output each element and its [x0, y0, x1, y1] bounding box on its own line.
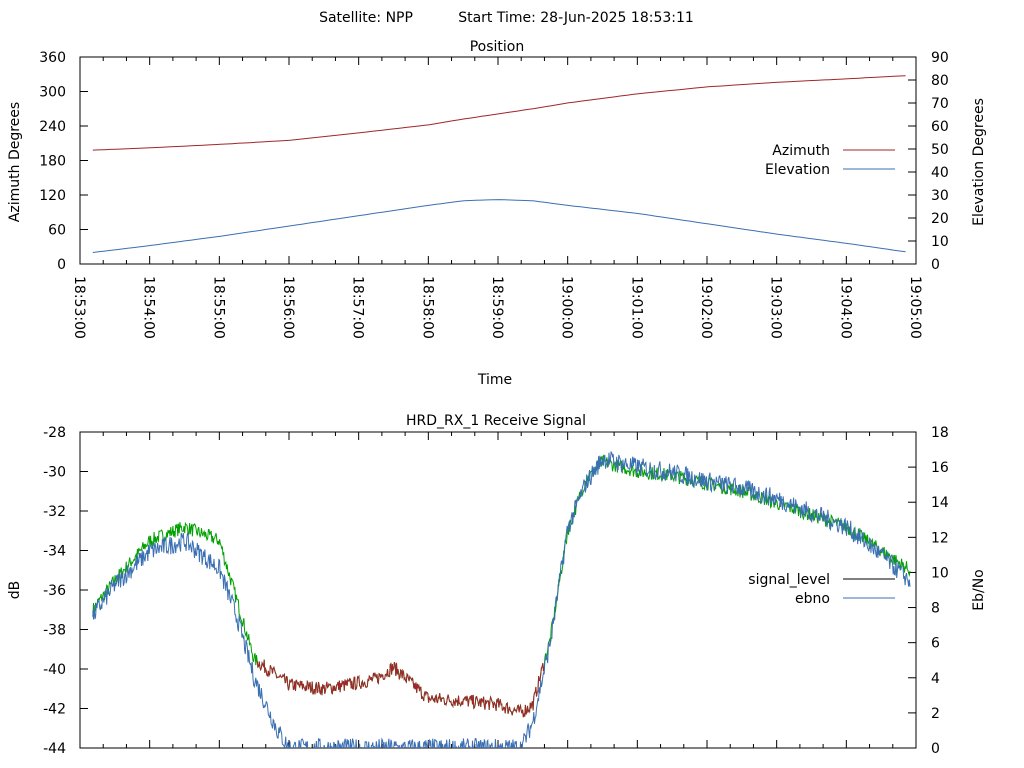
y2-tick-label: 2: [931, 706, 940, 722]
series-line-ebno: [92, 450, 911, 748]
signal-chart: HRD_RX_1 Receive Signal -44 -42 -40 -38 -36 -…: [7, 413, 987, 757]
y2-tick-label: 60: [931, 119, 949, 135]
x-tick-label: 18:59:00: [489, 276, 505, 339]
series-line-azimuth: [92, 75, 906, 151]
position-y-axis-label: Azimuth Degrees: [7, 102, 23, 222]
y2-tick-label: 16: [931, 460, 949, 476]
y2-tick-label: 6: [931, 636, 940, 652]
y-tick-label: -32: [43, 504, 66, 520]
y-tick-label: -38: [43, 623, 66, 639]
y2-tick-label: 80: [931, 73, 949, 89]
y2-tick-label: 18: [931, 425, 949, 441]
y-tick-label: -28: [43, 425, 66, 441]
series-line-elevation: [92, 199, 906, 253]
position-plot-area: [79, 56, 917, 265]
y2-tick-label: 14: [931, 495, 949, 511]
position-chart: Position 18:53:00 18:54:00 18:55:00 18:56:0…: [7, 39, 987, 388]
y2-tick-label: 50: [931, 142, 949, 158]
signal-y-axis-label: dB: [7, 581, 23, 600]
x-tick-label: 19:00:00: [559, 276, 575, 339]
signal-y2-axis-label: Eb/No: [971, 569, 987, 611]
legend-label: ebno: [795, 591, 830, 607]
y-tick-label: 120: [39, 188, 66, 204]
y-tick-label: -30: [43, 465, 66, 481]
y-tick-label: 360: [39, 50, 66, 66]
y-tick-label: -44: [43, 741, 66, 757]
x-tick-label: 19:01:00: [628, 276, 644, 339]
signal-chart-title: HRD_RX_1 Receive Signal: [406, 413, 586, 429]
x-tick-label: 19:03:00: [768, 276, 784, 339]
legend-label: signal_level: [748, 572, 830, 588]
y-tick-label: 60: [48, 223, 66, 239]
legend-label: Elevation: [765, 162, 830, 178]
y2-tick-label: 90: [931, 50, 949, 66]
y2-tick-label: 40: [931, 165, 949, 181]
x-tick-label: 19:04:00: [837, 276, 853, 339]
y2-tick-label: 4: [931, 671, 940, 687]
y2-tick-label: 10: [931, 234, 949, 250]
position-x-axis-label: Time: [477, 372, 512, 388]
y-tick-label: -40: [43, 662, 66, 678]
y-tick-label: -42: [43, 702, 66, 718]
start-time-label: Start Time: 28-Jun-2025 18:53:11: [458, 10, 694, 26]
y2-tick-label: 30: [931, 188, 949, 204]
y-tick-label: -36: [43, 583, 66, 599]
x-tick-label: 18:53:00: [71, 276, 87, 339]
x-tick-label: 18:55:00: [210, 276, 226, 339]
y-tick-label: 300: [39, 85, 66, 101]
legend-label: Azimuth: [772, 143, 830, 159]
y2-tick-label: 0: [931, 257, 940, 273]
satellite-label: Satellite: NPP: [319, 10, 413, 26]
position-chart-title: Position: [470, 39, 525, 55]
y2-tick-label: 0: [931, 741, 940, 757]
x-tick-label: 19:02:00: [698, 276, 714, 339]
y-tick-label: 0: [57, 257, 66, 273]
position-y2-axis-label: Elevation Degrees: [971, 98, 987, 226]
series-line-signal-level-weak: [256, 659, 545, 718]
x-tick-label: 18:58:00: [419, 276, 435, 339]
y2-tick-label: 10: [931, 565, 949, 581]
x-tick-label: 18:57:00: [350, 276, 366, 339]
x-tick-label: 19:05:00: [907, 276, 923, 339]
y-tick-label: 240: [39, 119, 66, 135]
y2-tick-label: 70: [931, 96, 949, 112]
y2-tick-label: 12: [931, 530, 949, 546]
x-tick-label: 18:54:00: [141, 276, 157, 339]
y2-tick-label: 8: [931, 601, 940, 617]
y-tick-label: -34: [43, 544, 66, 560]
y-tick-label: 180: [39, 154, 66, 170]
x-tick-label: 18:56:00: [280, 276, 296, 339]
y2-tick-label: 20: [931, 211, 949, 227]
